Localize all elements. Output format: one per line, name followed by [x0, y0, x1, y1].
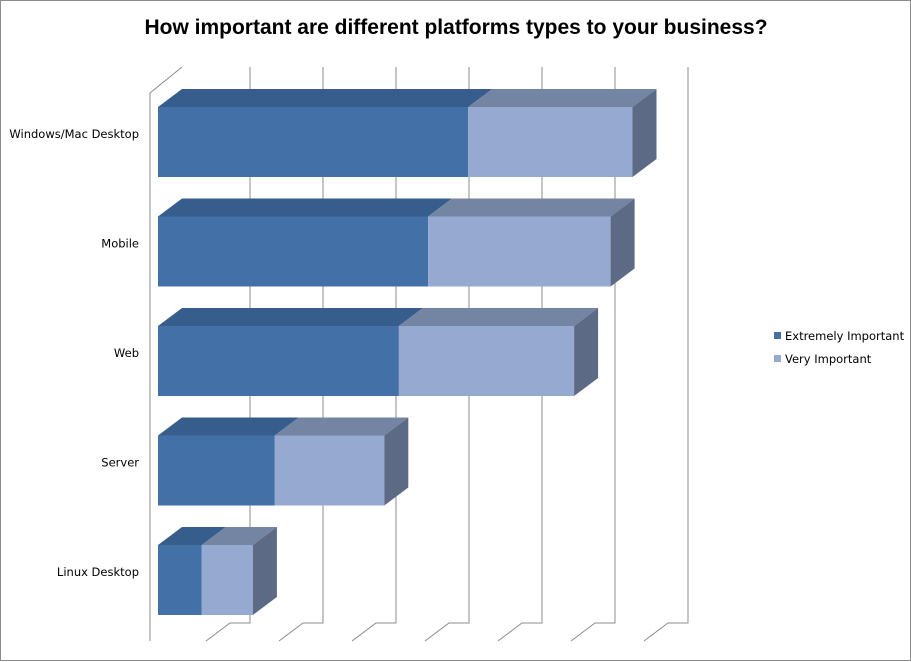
bar-segment [158, 417, 299, 506]
legend-swatch [774, 332, 781, 339]
bar-top-face [274, 417, 409, 436]
bar-front-face [274, 435, 385, 506]
category-label: Linux Desktop [57, 565, 139, 579]
gridlines [149, 66, 689, 642]
bar-front-face [468, 107, 633, 177]
category-label: Windows/Mac Desktop [9, 127, 139, 141]
legend-label: Extremely Important [785, 329, 905, 343]
category-labels: Windows/Mac Desktop Mobile Web Server Linux … [9, 127, 139, 579]
bar-side-face [384, 417, 409, 506]
bar-front-face [398, 326, 575, 396]
category-label: Server [101, 456, 139, 470]
bar-side-face [632, 89, 657, 177]
bar-side-face [252, 527, 277, 615]
gridline [570, 67, 616, 642]
left-wall [149, 66, 183, 641]
legend-label: Very Important [785, 352, 872, 366]
bar-top-face [158, 198, 453, 217]
bar-segment [201, 527, 277, 615]
bar-segment [468, 89, 657, 177]
legend: Extremely Important Very Important [774, 329, 905, 366]
chart-title: How important are different platforms ty… [144, 16, 767, 39]
bar-top-face [158, 308, 423, 326]
bar-top-face [398, 308, 599, 326]
bar-front-face [428, 216, 611, 287]
bar-segment [274, 417, 409, 506]
bar-top-face [201, 527, 277, 545]
bar-top-face [158, 89, 493, 107]
bar-segment [428, 198, 635, 287]
bar-segment [398, 308, 599, 396]
bar-front-face [158, 107, 469, 177]
bar-front-face [158, 435, 275, 506]
bar-side-face [610, 198, 635, 287]
bar-front-face [158, 326, 399, 396]
bar-top-face [158, 527, 226, 545]
bar-top-face [468, 89, 657, 107]
legend-swatch [774, 355, 781, 362]
bar-front-face [158, 216, 429, 287]
bar-front-face [158, 545, 202, 615]
bar-side-face [574, 308, 599, 396]
bars [158, 89, 657, 615]
bar-segment [158, 527, 226, 615]
bar-front-face [201, 545, 253, 615]
bar-top-face [158, 417, 299, 436]
bar-segment [158, 89, 493, 177]
bar-segment [158, 198, 453, 287]
bar-top-face [428, 198, 635, 217]
category-label: Web [114, 346, 139, 360]
bar-segment [158, 308, 423, 396]
category-label: Mobile [101, 237, 139, 251]
gridline [643, 67, 689, 642]
